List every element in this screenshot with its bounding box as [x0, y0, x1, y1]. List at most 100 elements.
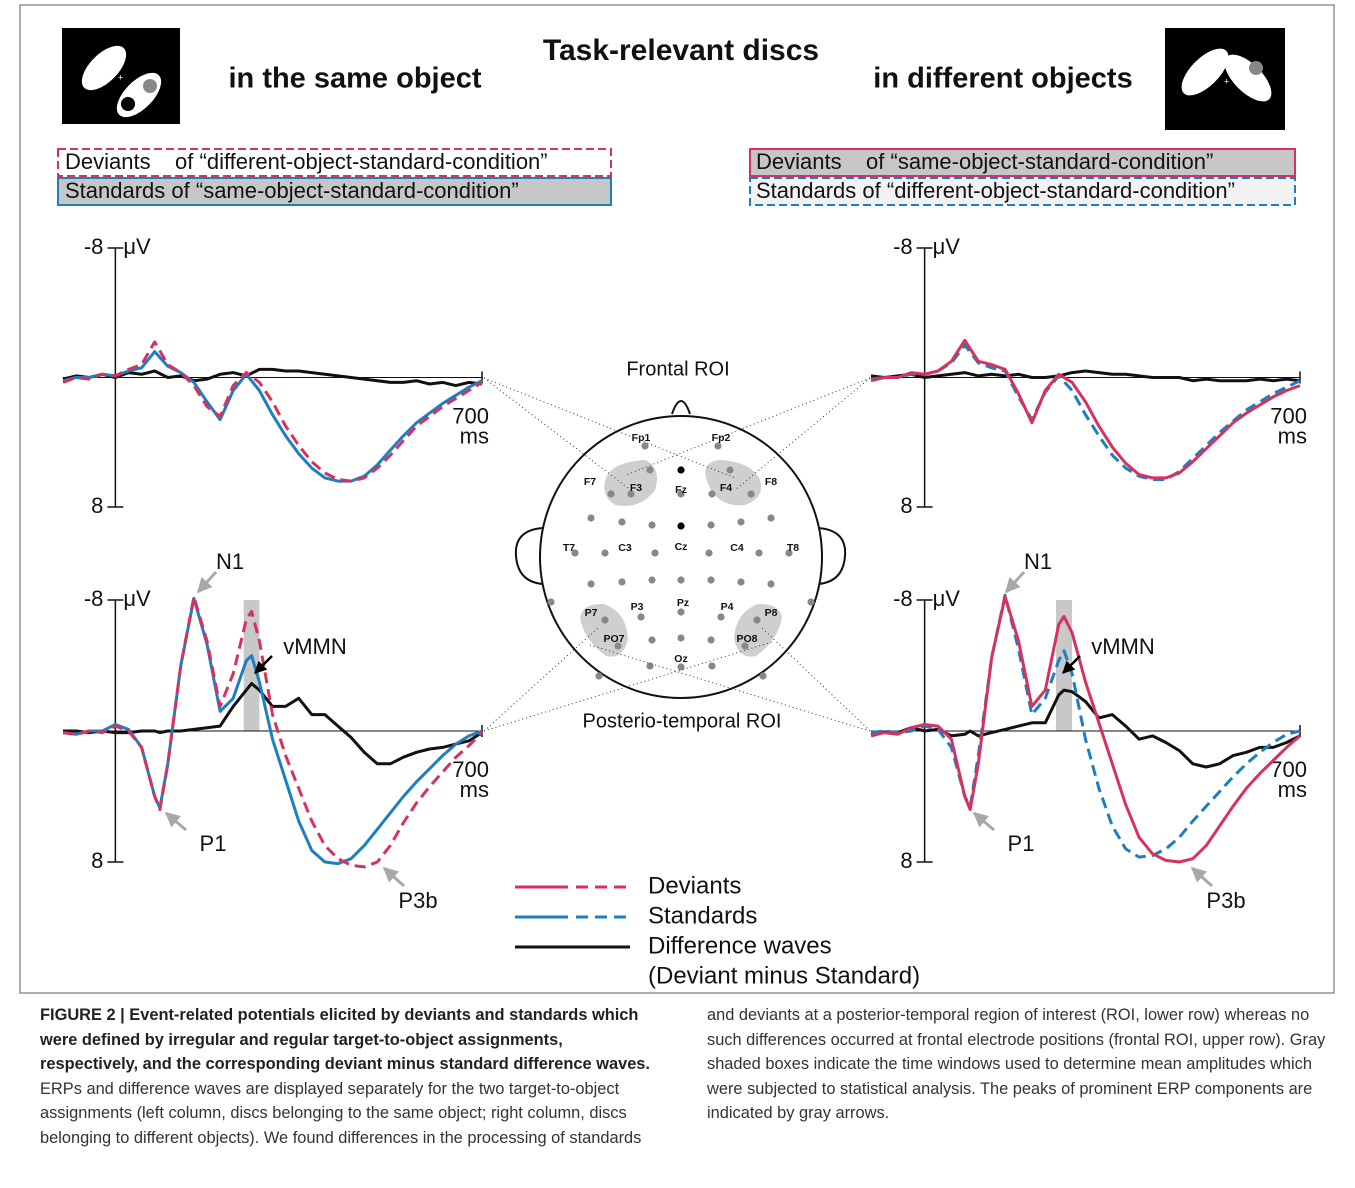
y-tick-label: -8 — [84, 234, 104, 259]
electrode-label: C4 — [730, 542, 744, 554]
annotation: N1 — [216, 549, 244, 574]
icon-different-objects: + — [1165, 28, 1285, 130]
annotation-arrow — [384, 868, 404, 886]
y-tick-label: -8 — [893, 234, 913, 259]
erp-line — [871, 345, 1300, 479]
electrode-dot — [677, 608, 684, 615]
electrode-label: PO7 — [603, 633, 624, 645]
electrode-label: F3 — [630, 482, 642, 494]
electrode-dot — [707, 636, 714, 643]
electrode-dot — [547, 598, 554, 605]
electrode-label: Fp1 — [632, 432, 651, 444]
erp-line — [63, 342, 482, 481]
electrode-label: T8 — [787, 542, 799, 554]
annotation: vMMN — [1091, 634, 1155, 659]
svg-text:+: + — [118, 72, 123, 82]
electrode-dot — [618, 578, 625, 585]
electrode-dot — [677, 522, 684, 529]
legend-note: (Deviant minus Standard) — [648, 962, 920, 989]
electrode-label: Cz — [675, 541, 688, 553]
electrode-dot — [648, 636, 655, 643]
legend: Deviants Standards Difference waves (Devian… — [515, 872, 920, 989]
electrode-dot — [759, 672, 766, 679]
page: + + Task-relevant discs in the same obje… — [0, 0, 1355, 1188]
caption-title: FIGURE 2 | Event-related potentials elic… — [40, 1006, 650, 1073]
electrode-dot — [601, 616, 608, 623]
electrode-dot — [646, 466, 653, 473]
annotation: N1 — [1024, 549, 1052, 574]
electrode-label: P3 — [631, 601, 644, 613]
electrode-label: F8 — [765, 476, 777, 488]
y-axis-label: μV — [123, 234, 151, 259]
condition-label: Deviants of “different-object-standard-c… — [65, 149, 548, 174]
electrode-dot — [677, 634, 684, 641]
electrode-label: P7 — [585, 607, 598, 619]
electrode-dot — [707, 521, 714, 528]
electrode-label: Fz — [675, 484, 687, 496]
annotation-arrow — [1192, 868, 1212, 886]
y-tick-label: 8 — [900, 493, 912, 518]
electrode-dot — [705, 549, 712, 556]
erp-line — [63, 352, 482, 482]
electrode-label: PO8 — [736, 633, 757, 645]
electrode-dot — [587, 514, 594, 521]
y-tick-label: -8 — [893, 586, 913, 611]
y-tick-label: -8 — [84, 586, 104, 611]
x-axis-label: ms — [1278, 423, 1307, 448]
x-axis-label: ms — [460, 423, 489, 448]
y-axis-label: μV — [933, 234, 961, 259]
y-axis-label: μV — [123, 586, 151, 611]
electrode-dot — [708, 662, 715, 669]
electrode-label: F7 — [584, 476, 596, 488]
legend-label: Difference waves — [648, 932, 832, 959]
svg-text:+: + — [1224, 76, 1229, 86]
header-right: in different objects — [873, 63, 1132, 95]
electrode-label: Oz — [674, 653, 687, 665]
electrode-label: P8 — [765, 607, 778, 619]
annotation: P3b — [1206, 888, 1245, 913]
figure: + + Task-relevant discs in the same obje… — [0, 0, 1355, 1000]
header-left: in the same object — [228, 63, 481, 95]
electrode-dot — [646, 662, 653, 669]
caption: FIGURE 2 | Event-related potentials elic… — [40, 1003, 1330, 1185]
icon-same-object: + — [62, 28, 180, 125]
roi-label: Frontal ROI — [626, 358, 729, 380]
electrode-dot — [767, 580, 774, 587]
y-axis-label: μV — [933, 586, 961, 611]
electrode-dot — [637, 613, 644, 620]
condition-label: Standards of “different-object-standard-… — [756, 178, 1235, 203]
electrode-dot — [587, 580, 594, 587]
caption-body: ERPs and difference waves are displayed … — [40, 1006, 1325, 1147]
electrode-dot — [753, 616, 760, 623]
electrode-dot — [651, 549, 658, 556]
header-title: Task-relevant discs — [543, 34, 819, 67]
electrode-dot — [767, 514, 774, 521]
y-tick-label: 8 — [91, 493, 103, 518]
electrode-dot — [726, 466, 733, 473]
condition-label: Standards of “same-object-standard-condi… — [65, 178, 519, 203]
electrode-dot — [595, 672, 602, 679]
roi-label: Posterio-temporal ROI — [583, 710, 782, 732]
x-axis-label: ms — [1278, 777, 1307, 802]
electrode-dot — [737, 518, 744, 525]
annotation: P1 — [200, 831, 227, 856]
electrode-dot — [618, 518, 625, 525]
legend-label: Deviants — [648, 872, 741, 899]
electrode-label: Pz — [677, 597, 689, 609]
erp-line — [871, 340, 1300, 478]
annotation: P3b — [398, 888, 437, 913]
erp-panel: -88μV700msN1P1P3bvMMN — [871, 549, 1307, 913]
electrode-dot — [601, 549, 608, 556]
erp-line — [63, 684, 482, 764]
electrode-dot — [648, 576, 655, 583]
electrode-dot — [755, 549, 762, 556]
legend-label: Standards — [648, 902, 757, 929]
erp-line — [871, 690, 1300, 767]
electrode-dot — [807, 598, 814, 605]
electrode-dot — [648, 521, 655, 528]
y-tick-label: 8 — [91, 848, 103, 873]
annotation-arrow — [1006, 572, 1024, 592]
